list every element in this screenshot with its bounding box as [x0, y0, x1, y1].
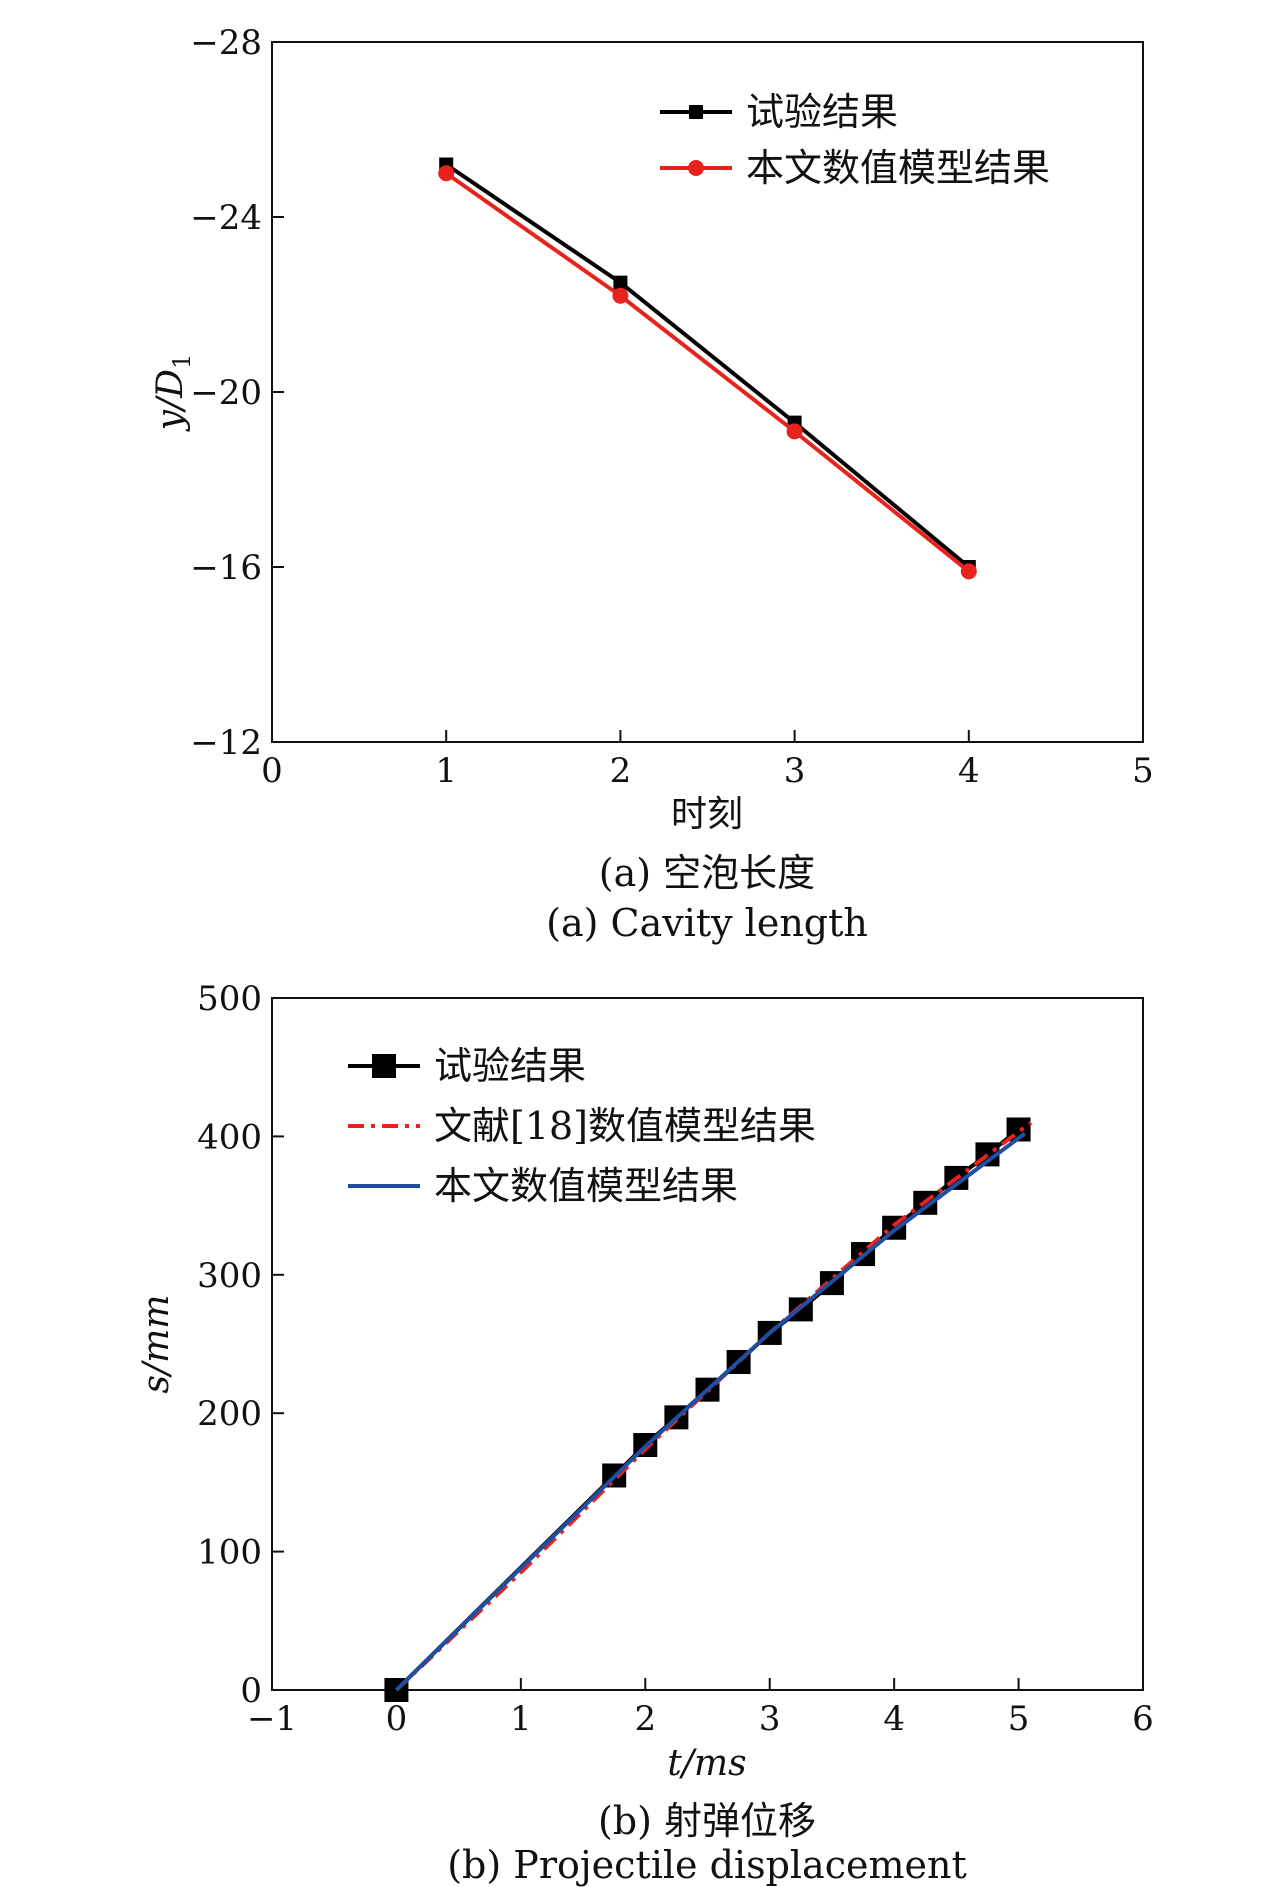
- legend-label: 文献[18]数值模型结果: [434, 1104, 816, 1148]
- legend-label: 本文数值模型结果: [434, 1164, 738, 1208]
- y-ticks-b: 0 100 200 300 400 500: [197, 979, 284, 1711]
- x-tick-label: 2: [610, 751, 632, 791]
- y-tick-label: −12: [190, 723, 262, 763]
- series-line-1: [445, 162, 971, 569]
- legend-label: 试验结果: [434, 1044, 586, 1088]
- x-tick-label: 0: [261, 751, 283, 791]
- x-tick-label: 5: [1132, 751, 1154, 791]
- x-tick-label: 3: [784, 751, 806, 791]
- plot-frame-b: [271, 997, 1144, 1691]
- y-tick-label: −28: [190, 23, 262, 63]
- x-tick-label: 6: [1132, 1699, 1154, 1739]
- data-point-circle: [612, 287, 629, 304]
- y-tick-label: 200: [197, 1394, 262, 1434]
- x-tick-label: 2: [634, 1699, 656, 1739]
- y-tick-label: 100: [197, 1533, 262, 1573]
- series-line-3: [395, 1131, 1026, 1692]
- x-tick-label: 0: [386, 1699, 408, 1739]
- data-point-circle: [960, 563, 977, 580]
- x-tick-label: 1: [510, 1699, 532, 1739]
- panel-a-cavity-length: 0 1 2 3 4 5 −12 −16 −20 −24 −28 时刻 y/D1 试验结果本文数值模…: [150, 23, 1154, 945]
- x-ticks-b: −1 0 1 2 3 4 5 6: [247, 1678, 1154, 1739]
- x-tick-label: −1: [247, 1699, 297, 1739]
- x-tick-label: 4: [883, 1699, 905, 1739]
- y-tick-label: 400: [197, 1117, 262, 1157]
- data-point-square: [613, 275, 628, 290]
- data-point-circle: [438, 165, 455, 182]
- data-point-circle: [786, 423, 803, 440]
- y-tick-label: −16: [190, 548, 262, 588]
- y-tick-label: −24: [190, 198, 262, 238]
- y-tick-label: 300: [197, 1256, 262, 1296]
- y-tick-label: −20: [190, 373, 262, 413]
- x-axis-label-a: 时刻: [671, 794, 743, 835]
- series-b: [384, 1117, 1033, 1702]
- x-ticks-a: 0 1 2 3 4 5: [261, 730, 1154, 791]
- legend-marker-circle: [688, 160, 704, 176]
- caption-cn-b: (b) 射弹位移: [598, 1799, 816, 1843]
- x-tick-label: 5: [1008, 1699, 1030, 1739]
- caption-cn-a: (a) 空泡长度: [599, 851, 815, 895]
- x-axis-label-b: t/ms: [667, 1743, 746, 1784]
- legend-marker-square: [372, 1054, 396, 1078]
- caption-en-a: (a) Cavity length: [546, 901, 868, 945]
- x-tick-label: 4: [958, 751, 980, 791]
- legend-label: 试验结果: [746, 90, 898, 134]
- legend-label: 本文数值模型结果: [746, 146, 1050, 190]
- y-axis-label-b: s/mm: [136, 1295, 177, 1394]
- caption-en-b: (b) Projectile displacement: [447, 1843, 967, 1887]
- y-tick-label: 0: [240, 1671, 262, 1711]
- legend-marker-square: [689, 105, 703, 119]
- x-tick-label: 3: [759, 1699, 781, 1739]
- x-tick-label: 1: [435, 751, 457, 791]
- series-line-2: [445, 171, 971, 573]
- y-ticks-a: −12 −16 −20 −24 −28: [190, 23, 284, 763]
- y-axis-label-a: y/D1: [150, 354, 196, 433]
- y-tick-label: 500: [197, 979, 262, 1019]
- series-a: [438, 157, 977, 580]
